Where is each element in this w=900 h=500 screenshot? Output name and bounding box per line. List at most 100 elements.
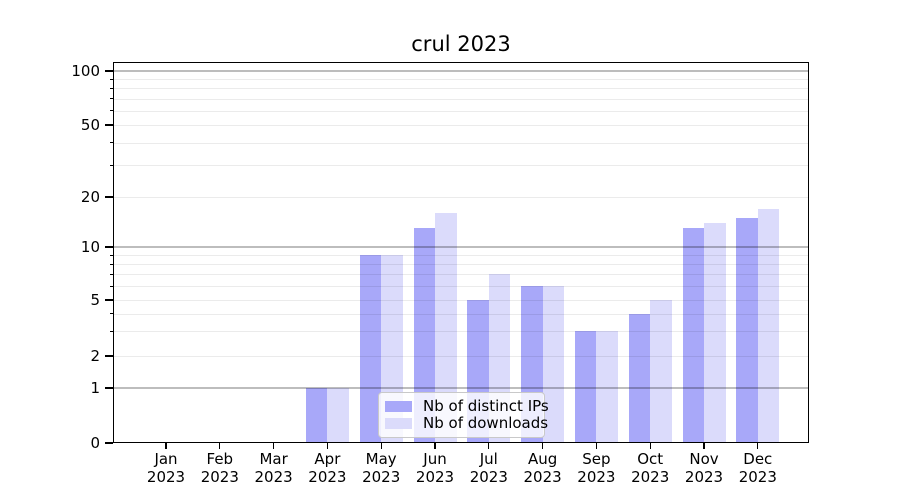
x-tick-year: 2023 [146,467,186,486]
x-tick [165,443,167,449]
bar-downloads-sep [596,331,618,443]
y-minor-tick [109,164,113,166]
y-tick [105,355,113,357]
y-minor-tick [109,330,113,332]
y-tick-label: 100 [71,62,100,80]
y-gridline-minor [113,264,809,266]
x-tick-label-jun: Jun 2023 [403,450,467,486]
x-tick [488,443,490,449]
x-tick-label-jan: Jan 2023 [134,450,198,486]
x-tick [703,443,705,449]
bar-downloads-jun [435,213,457,443]
x-tick-year: 2023 [523,467,562,486]
x-tick-month: Dec [743,450,773,468]
x-tick-label-sep: Sep 2023 [564,450,628,486]
x-tick-label-nov: Nov 2023 [672,450,736,486]
y-tick [105,246,113,248]
y-minor-tick [109,78,113,80]
y-minor-tick [109,87,113,89]
y-tick-label: 0 [90,434,100,452]
x-tick-year: 2023 [362,467,401,486]
y-gridline-minor [113,142,809,144]
x-tick-month: Feb [206,450,234,468]
x-tick-label-dec: Dec 2023 [726,450,790,486]
x-tick [273,443,275,449]
x-tick-year: 2023 [577,467,616,486]
y-gridline-minor [113,286,809,288]
x-tick [326,443,328,449]
x-tick [434,443,436,449]
legend-item-distinct-ips: Nb of distinct IPs [385,399,549,414]
x-tick-month: May [365,450,397,468]
x-tick-month: Oct [637,450,664,468]
legend-swatch-downloads [385,418,412,429]
legend: Nb of distinct IPs Nb of downloads [378,392,549,438]
y-tick-label: 20 [80,188,100,206]
x-tick-label-apr: Apr 2023 [295,450,359,486]
y-minor-tick [109,142,113,144]
y-gridline-minor [113,331,809,333]
bar-distinct-ips-oct [628,313,651,443]
y-gridline-minor [113,356,809,357]
legend-label-downloads: Nb of downloads [423,414,549,432]
x-tick-label-may: May 2023 [349,450,413,486]
y-minor-tick [109,273,113,275]
y-gridline-minor [113,255,809,257]
y-gridline-minor [113,98,809,100]
x-tick-month: Mar [259,450,288,468]
y-tick [105,70,113,72]
chart-title: crul 2023 [411,32,511,56]
y-minor-tick [109,98,113,100]
y-tick-label: 1 [90,379,100,397]
legend-item-downloads: Nb of downloads [385,416,548,431]
x-tick-month: Jan [154,450,178,468]
x-tick-month: Aug [527,450,558,468]
y-tick [105,387,113,389]
y-minor-tick [109,285,113,287]
y-tick [105,124,113,126]
y-gridline-minor [113,110,809,112]
x-tick-year: 2023 [631,467,670,486]
y-tick-label: 2 [90,347,100,365]
x-tick-label-jul: Jul 2023 [457,450,521,486]
y-gridline-minor [113,165,809,167]
y-tick [105,196,113,198]
y-gridline-minor [113,79,809,81]
bar-distinct-ips-nov [682,228,704,443]
y-gridline-minor [113,313,809,315]
y-gridline-major [113,70,809,72]
x-tick-year: 2023 [415,467,455,486]
x-tick-year: 2023 [684,467,724,486]
x-tick-year: 2023 [469,467,508,486]
y-gridline-minor [113,197,809,198]
x-tick-label-aug: Aug 2023 [511,450,575,486]
y-tick [105,299,113,301]
bar-distinct-ips-jun [413,228,435,443]
y-tick [105,442,113,444]
y-gridline-minor [113,274,809,276]
x-tick-year: 2023 [308,467,347,486]
x-tick-year: 2023 [254,467,293,486]
bar-distinct-ips-dec [736,217,758,443]
y-minor-tick [109,110,113,112]
bar-downloads-aug [542,286,565,443]
y-gridline-minor [113,300,809,301]
y-tick-label: 50 [80,116,100,134]
x-tick [595,443,597,449]
x-tick-label-mar: Mar 2023 [242,450,306,486]
y-tick-label: 5 [90,291,100,309]
x-tick [757,443,759,449]
plot-area [113,62,809,443]
y-minor-tick [109,263,113,265]
y-gridline-major [113,387,809,389]
x-tick-month: Nov [689,450,719,468]
bar-downloads-nov [704,222,726,443]
x-tick-year: 2023 [200,467,239,486]
x-tick-label-oct: Oct 2023 [618,450,682,486]
legend-swatch-distinct-ips [385,401,412,412]
x-tick [649,443,651,449]
x-tick [219,443,221,449]
x-tick-year: 2023 [738,467,777,486]
legend-label-distinct-ips: Nb of distinct IPs [423,397,549,415]
